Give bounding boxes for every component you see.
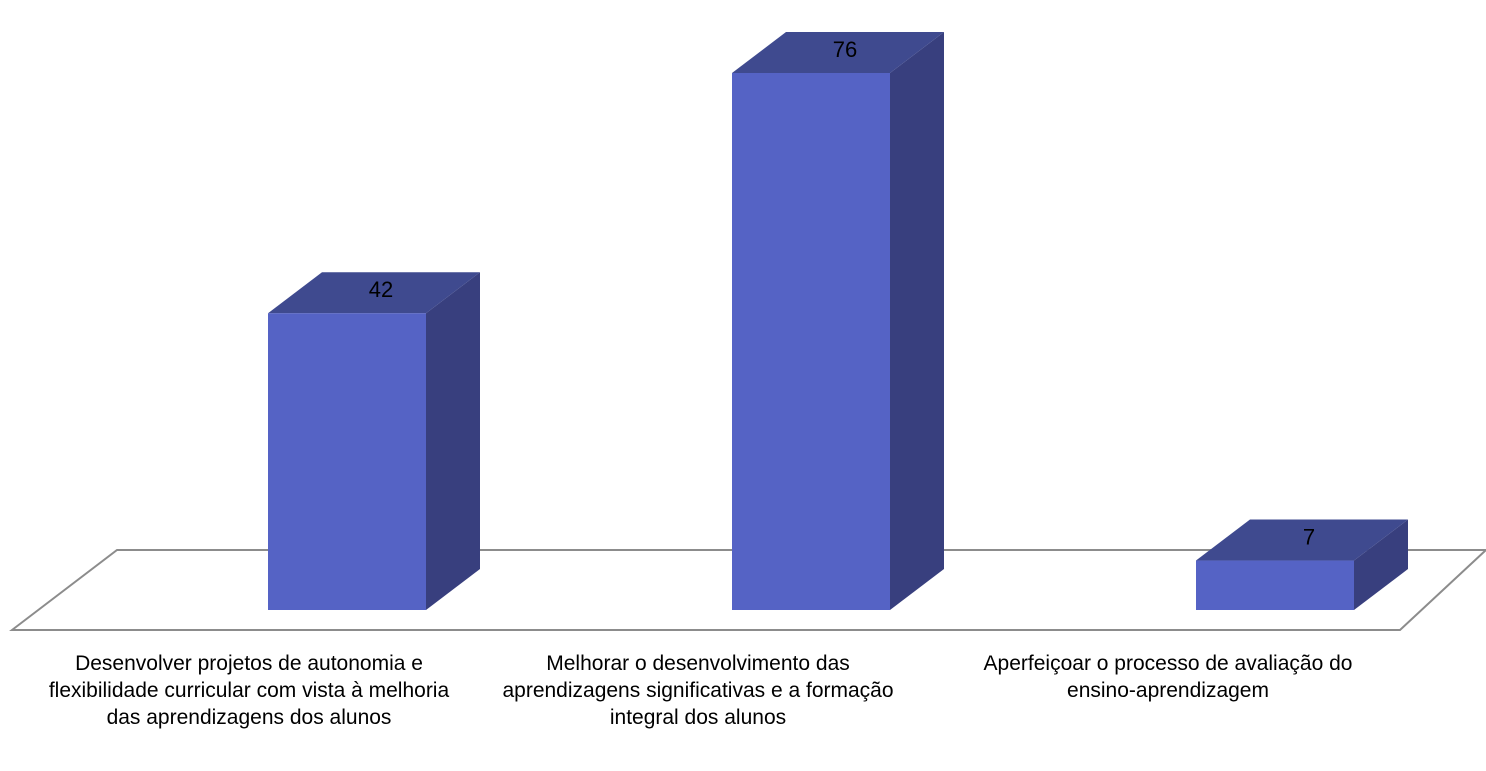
bar-2	[732, 73, 890, 610]
bar-side-2	[890, 32, 944, 610]
chart-floor	[9, 549, 1486, 631]
category-label-3: Aperfeiçoar o processo de avaliação do e…	[983, 652, 1353, 702]
category-label-1: Desenvolver projetos de autonomia e flex…	[48, 652, 450, 729]
category-label-2: Melhorar o desenvolvimento das aprendiza…	[502, 652, 894, 729]
bars-group	[268, 32, 1408, 610]
data-label-2: 76	[833, 37, 857, 62]
data-label-3: 7	[1303, 525, 1315, 550]
bar-side-3	[1354, 519, 1408, 610]
bar-1	[268, 313, 426, 610]
bar-top-3	[1196, 519, 1408, 561]
data-label-1: 42	[369, 277, 393, 302]
bar-top-1	[268, 272, 480, 314]
bar-side-1	[426, 272, 480, 610]
data-labels-group: 42 76 7	[369, 37, 1315, 550]
bar-3	[1196, 560, 1354, 610]
bar-top-2	[732, 32, 944, 73]
